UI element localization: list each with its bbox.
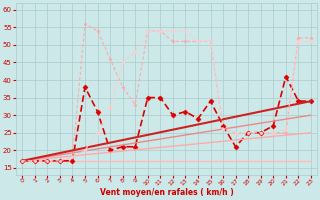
X-axis label: Vent moyen/en rafales ( km/h ): Vent moyen/en rafales ( km/h ) — [100, 188, 234, 197]
